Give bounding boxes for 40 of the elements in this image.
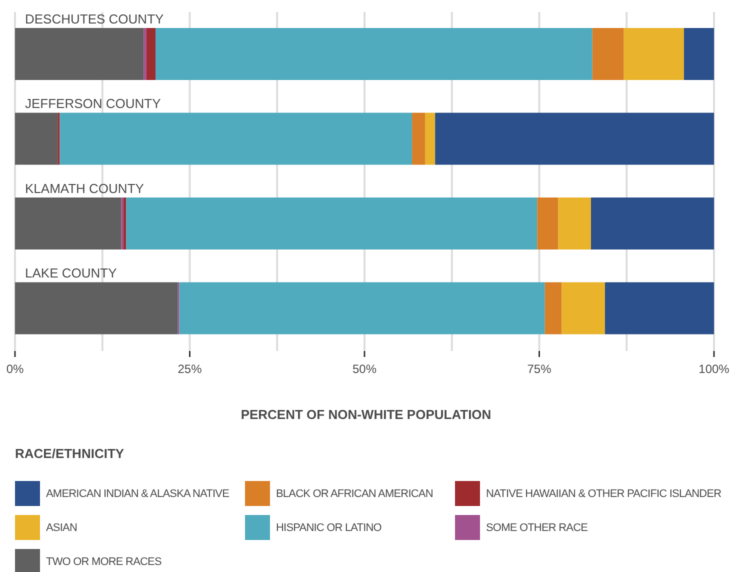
bar <box>179 282 545 334</box>
y-tick-label: DESCHUTES COUNTY <box>25 11 164 26</box>
y-tick-label: LAKE COUNTY <box>25 266 118 281</box>
bar <box>144 28 146 80</box>
legend-title: RACE/ETHNICITY <box>15 446 124 461</box>
bar <box>558 198 591 250</box>
bar <box>425 112 436 165</box>
bar <box>544 282 562 334</box>
bar <box>15 112 58 165</box>
x-axis-title: PERCENT OF NON-WHITE POPULATION <box>240 407 492 422</box>
legend-label: HISPANIC OR LATINO <box>276 522 382 534</box>
legend-label: SOME OTHER RACE <box>486 522 588 534</box>
bar <box>126 198 538 250</box>
bar <box>435 112 714 165</box>
y-tick-label: KLAMATH COUNTY <box>25 180 144 196</box>
bar <box>592 28 624 80</box>
x-tick-label: 0% <box>6 362 24 376</box>
bar <box>146 28 156 80</box>
bar <box>604 282 714 334</box>
legend-label: TWO OR MORE RACES <box>46 556 162 568</box>
bar <box>15 198 122 250</box>
bar <box>156 28 592 80</box>
bar <box>60 112 412 165</box>
bar <box>684 28 714 80</box>
bar <box>590 198 714 250</box>
bar <box>624 28 684 80</box>
bar <box>412 112 426 165</box>
y-tick-label: JEFFERSON COUNTY <box>25 96 162 112</box>
bar <box>537 198 558 250</box>
bar <box>15 28 144 80</box>
legend-label: ASIAN <box>46 522 78 534</box>
legend-label: AMERICAN INDIAN & ALASKA NATIVE <box>46 488 230 500</box>
bar <box>562 282 605 334</box>
legend-label: BLACK OR AFRICAN AMERICAN <box>276 488 433 500</box>
bar <box>15 282 178 334</box>
x-tick-label: 25% <box>178 362 202 376</box>
x-tick-label: 75% <box>527 362 552 376</box>
x-tick-label: 50% <box>352 362 377 376</box>
x-tick-label: 100% <box>698 362 730 376</box>
legend-label: NATIVE HAWAIIAN & OTHER PACIFIC ISLANDER <box>486 488 722 500</box>
